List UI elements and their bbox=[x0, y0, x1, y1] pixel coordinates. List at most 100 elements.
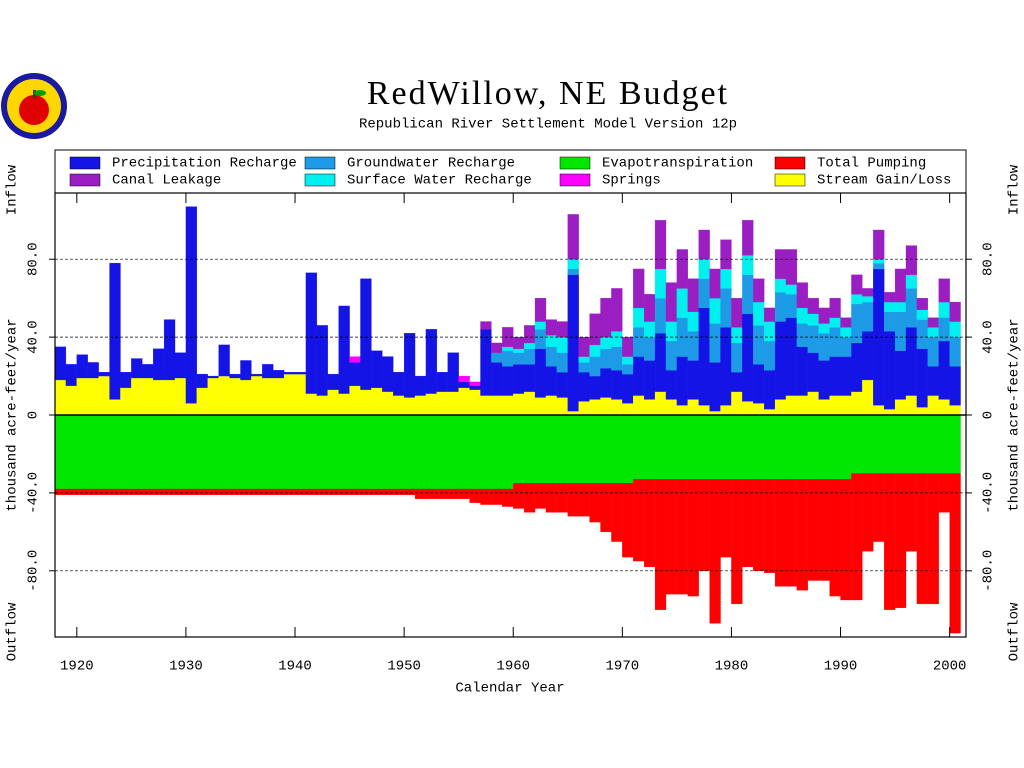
chart-subtitle: Republican River Settlement Model Versio… bbox=[359, 117, 737, 133]
bar-segment bbox=[840, 317, 852, 328]
bar-segment bbox=[665, 282, 678, 322]
bar-segment bbox=[785, 479, 798, 587]
bar-segment bbox=[523, 364, 536, 392]
bar-segment bbox=[76, 354, 88, 379]
bar-segment bbox=[927, 395, 939, 416]
bar-segment bbox=[294, 414, 307, 490]
bar-segment bbox=[371, 387, 383, 416]
bar-segment bbox=[611, 483, 623, 542]
bar-segment bbox=[371, 414, 383, 490]
bar-segment bbox=[949, 414, 961, 474]
bar-segment bbox=[764, 414, 776, 480]
bar-segment bbox=[622, 414, 634, 484]
bar-segment bbox=[829, 317, 841, 328]
bar-segment bbox=[109, 399, 121, 416]
bar-segment bbox=[894, 399, 907, 416]
bar-segment bbox=[185, 206, 197, 404]
bar-segment bbox=[425, 414, 438, 490]
bar-segment bbox=[87, 488, 99, 495]
bar-segment bbox=[742, 255, 754, 275]
bar-segment bbox=[916, 348, 928, 408]
bar-segment bbox=[633, 327, 645, 357]
bar-segment bbox=[654, 391, 667, 416]
bar-segment bbox=[534, 397, 547, 416]
bar-segment bbox=[622, 356, 634, 365]
bars bbox=[54, 206, 961, 634]
bar-segment bbox=[709, 362, 721, 412]
bar-segment bbox=[196, 373, 208, 388]
y2-label-bottom: Outflow bbox=[1007, 602, 1023, 661]
bar-segment bbox=[142, 364, 154, 379]
y-label-bottom: Outflow bbox=[5, 602, 21, 661]
bar-segment bbox=[665, 479, 678, 595]
bar-segment bbox=[840, 395, 852, 416]
bar-segment bbox=[578, 336, 590, 357]
bar-segment bbox=[807, 391, 819, 416]
x-tick-label: 1920 bbox=[60, 659, 94, 675]
bar-segment bbox=[578, 414, 590, 484]
bar-segment bbox=[905, 245, 918, 275]
bar-segment bbox=[698, 405, 710, 416]
bar-segment bbox=[796, 323, 808, 347]
bar-segment bbox=[633, 268, 645, 309]
bar-segment bbox=[698, 307, 710, 406]
bar-segment bbox=[676, 405, 688, 416]
bar-segment bbox=[513, 352, 525, 365]
bar-segment bbox=[414, 488, 427, 499]
bar-segment bbox=[120, 387, 132, 416]
bar-segment bbox=[153, 379, 165, 416]
bar-segment bbox=[251, 488, 263, 495]
bar-segment bbox=[240, 414, 252, 490]
x-axis-title: Calendar Year bbox=[455, 681, 564, 697]
bar-segment bbox=[611, 288, 623, 332]
bar-segment bbox=[523, 483, 536, 513]
bar-segment bbox=[840, 414, 852, 480]
bar-segment bbox=[491, 395, 503, 416]
bar-segment bbox=[851, 274, 863, 295]
bar-segment bbox=[491, 342, 503, 353]
bar-segment bbox=[54, 414, 67, 490]
bar-segment bbox=[436, 488, 448, 499]
bar-segment bbox=[403, 488, 416, 495]
bar-segment bbox=[316, 414, 328, 490]
bar-segment bbox=[513, 414, 525, 484]
bar-segment bbox=[807, 414, 819, 480]
bar-segment bbox=[240, 379, 252, 416]
y2-tick-label: 0 bbox=[981, 411, 997, 419]
bar-segment bbox=[414, 395, 427, 416]
bar-segment bbox=[742, 479, 754, 568]
bar-segment bbox=[262, 414, 274, 490]
bar-segment bbox=[240, 360, 252, 381]
bar-segment bbox=[698, 229, 710, 260]
bar-segment bbox=[567, 214, 579, 260]
bar-segment bbox=[513, 336, 525, 349]
bar-segment bbox=[403, 333, 416, 398]
bar-segment bbox=[905, 414, 918, 474]
bar-segment bbox=[294, 373, 307, 416]
bar-segment bbox=[873, 414, 885, 474]
legend-label: Canal Leakage bbox=[112, 173, 221, 189]
bar-segment bbox=[698, 278, 710, 309]
bar-segment bbox=[654, 479, 667, 610]
bar-segment bbox=[491, 414, 503, 490]
bar-segment bbox=[654, 333, 667, 392]
bar-segment bbox=[894, 268, 907, 303]
logo bbox=[1, 73, 67, 139]
bar-segment bbox=[469, 389, 481, 416]
bar-segment bbox=[643, 479, 656, 568]
bar-segment bbox=[894, 301, 907, 312]
bar-segment bbox=[709, 414, 721, 480]
bar-segment bbox=[611, 370, 623, 400]
chart-title: RedWillow, NE Budget bbox=[367, 75, 729, 112]
bar-segment bbox=[589, 414, 601, 484]
bar-segment bbox=[556, 372, 568, 398]
bar-segment bbox=[491, 362, 503, 396]
bar-segment bbox=[949, 405, 961, 416]
bar-segment bbox=[502, 350, 514, 367]
bar-segment bbox=[556, 352, 568, 373]
bar-segment bbox=[54, 488, 67, 495]
bar-segment bbox=[65, 488, 77, 495]
bar-segment bbox=[796, 346, 808, 396]
legend-label: Precipitation Recharge bbox=[112, 156, 297, 172]
bar-segment bbox=[785, 294, 798, 318]
